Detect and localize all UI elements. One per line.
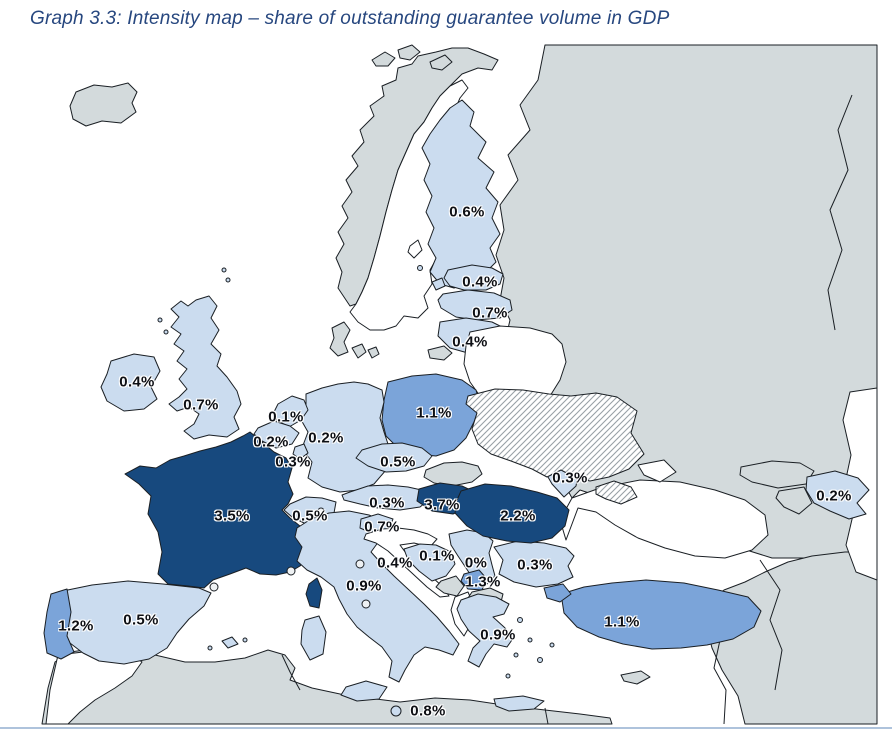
region-romania: [454, 483, 570, 544]
microstate-marker-andorra: [209, 582, 219, 592]
label-bulgaria: 0.3%: [517, 556, 553, 574]
label-greece: 0.9%: [480, 626, 516, 644]
label-bosnia: 0.1%: [419, 547, 455, 565]
label-portugal: 1.2%: [58, 617, 94, 635]
label-latvia: 0.7%: [472, 304, 508, 322]
label-france: 3.5%: [214, 507, 250, 525]
microstate-marker-liechtenstein: [317, 507, 325, 515]
border-iraq-iran: [759, 559, 783, 691]
balearic-island: [207, 645, 213, 651]
label-poland: 1.1%: [416, 404, 452, 422]
region-netherlands: [273, 395, 309, 428]
region-sardinia: [300, 615, 327, 661]
sea-of-azov: [637, 459, 677, 483]
aegean-island: [505, 673, 511, 679]
border-algeria-tunisia: [281, 654, 301, 691]
label-austria: 0.3%: [369, 494, 405, 512]
label-netherlands: 0.1%: [268, 408, 304, 426]
label-finland: 0.6%: [449, 203, 485, 221]
label-united-kingdom: 0.7%: [183, 396, 219, 414]
region-svalbard-3: [429, 54, 453, 71]
region-turkey: [560, 579, 762, 650]
region-cyprus: [620, 670, 651, 685]
region-denmark-funen: [367, 346, 380, 359]
region-austria: [341, 484, 431, 511]
region-bulgaria: [493, 540, 575, 588]
region-luxembourg: [292, 443, 309, 460]
label-malta: 0.8%: [410, 702, 446, 720]
region-crimea: [595, 480, 638, 505]
region-slovakia: [423, 461, 483, 487]
region-balearics: [221, 636, 239, 649]
region-poland: [381, 373, 481, 457]
region-turkey-thrace: [543, 583, 572, 603]
region-svalbard-2: [397, 44, 421, 61]
label-lithuania: 0.4%: [452, 333, 488, 351]
label-kosovo: 1.3%: [465, 573, 501, 591]
region-armenia: [775, 486, 813, 515]
region-denmark-zealand: [351, 343, 367, 359]
region-saaremaa: [431, 277, 446, 291]
label-hungary: 3.7%: [424, 496, 460, 514]
microstate-marker-monaco: [286, 566, 296, 576]
label-czechia: 0.5%: [380, 453, 416, 471]
label-spain: 0.5%: [123, 611, 159, 629]
figure-title: Graph 3.3: Intensity map – share of outs…: [30, 8, 670, 29]
region-estonia: [443, 264, 504, 291]
border-russia-river: [827, 94, 853, 331]
label-turkey: 1.1%: [604, 613, 640, 631]
hebrides-island: [157, 317, 163, 323]
shetland-island: [225, 277, 231, 283]
label-moldova: 0.3%: [552, 469, 588, 487]
region-sicily: [340, 680, 388, 702]
microstate-marker-vatican: [361, 599, 371, 609]
region-gotland: [407, 239, 423, 259]
region-latvia: [437, 289, 513, 321]
region-azerbaijan: [805, 470, 870, 520]
region-corsica: [305, 577, 323, 609]
border-libya-egypt: [544, 707, 549, 725]
aegean-island: [549, 642, 555, 648]
region-czechia: [355, 442, 433, 473]
region-belgium: [253, 420, 300, 449]
label-ireland: 0.4%: [119, 373, 155, 391]
region-crete: [493, 695, 545, 712]
microstate-marker-san-marino: [355, 559, 365, 569]
region-iceland: [69, 82, 138, 127]
region-kaliningrad: [427, 345, 453, 361]
label-italy: 0.9%: [346, 577, 382, 595]
microstate-marker-malta: [390, 705, 402, 717]
aegean-island: [527, 637, 533, 643]
label-romania: 2.2%: [500, 507, 536, 525]
label-slovenia: 0.7%: [364, 518, 400, 536]
aegean-island: [517, 617, 523, 623]
aegean-island: [537, 657, 543, 663]
region-united-kingdom: [168, 295, 242, 440]
region-ireland: [100, 353, 161, 412]
balearic-island: [242, 637, 248, 643]
label-estonia: 0.4%: [462, 273, 498, 291]
label-switzerland: 0.5%: [292, 507, 328, 525]
label-azerbaijan: 0.2%: [816, 487, 852, 505]
label-belgium: 0.2%: [253, 433, 289, 451]
aegean-island: [513, 652, 519, 658]
region-portugal: [43, 588, 75, 660]
label-luxembourg: 0.3%: [275, 453, 311, 471]
shetland-island: [221, 267, 227, 273]
region-ukraine: [465, 388, 645, 482]
label-croatia: 0.4%: [377, 554, 413, 572]
bottom-rule: [0, 727, 892, 729]
hebrides-island: [163, 329, 169, 335]
label-germany: 0.2%: [308, 429, 344, 447]
region-svalbard-1: [371, 51, 396, 67]
region-denmark: [329, 321, 351, 357]
label-serbia: 0%: [464, 554, 488, 572]
region-bosnia: [403, 543, 456, 582]
region-france: [124, 431, 311, 589]
aland-island: [417, 265, 423, 271]
region-greece: [456, 593, 515, 668]
